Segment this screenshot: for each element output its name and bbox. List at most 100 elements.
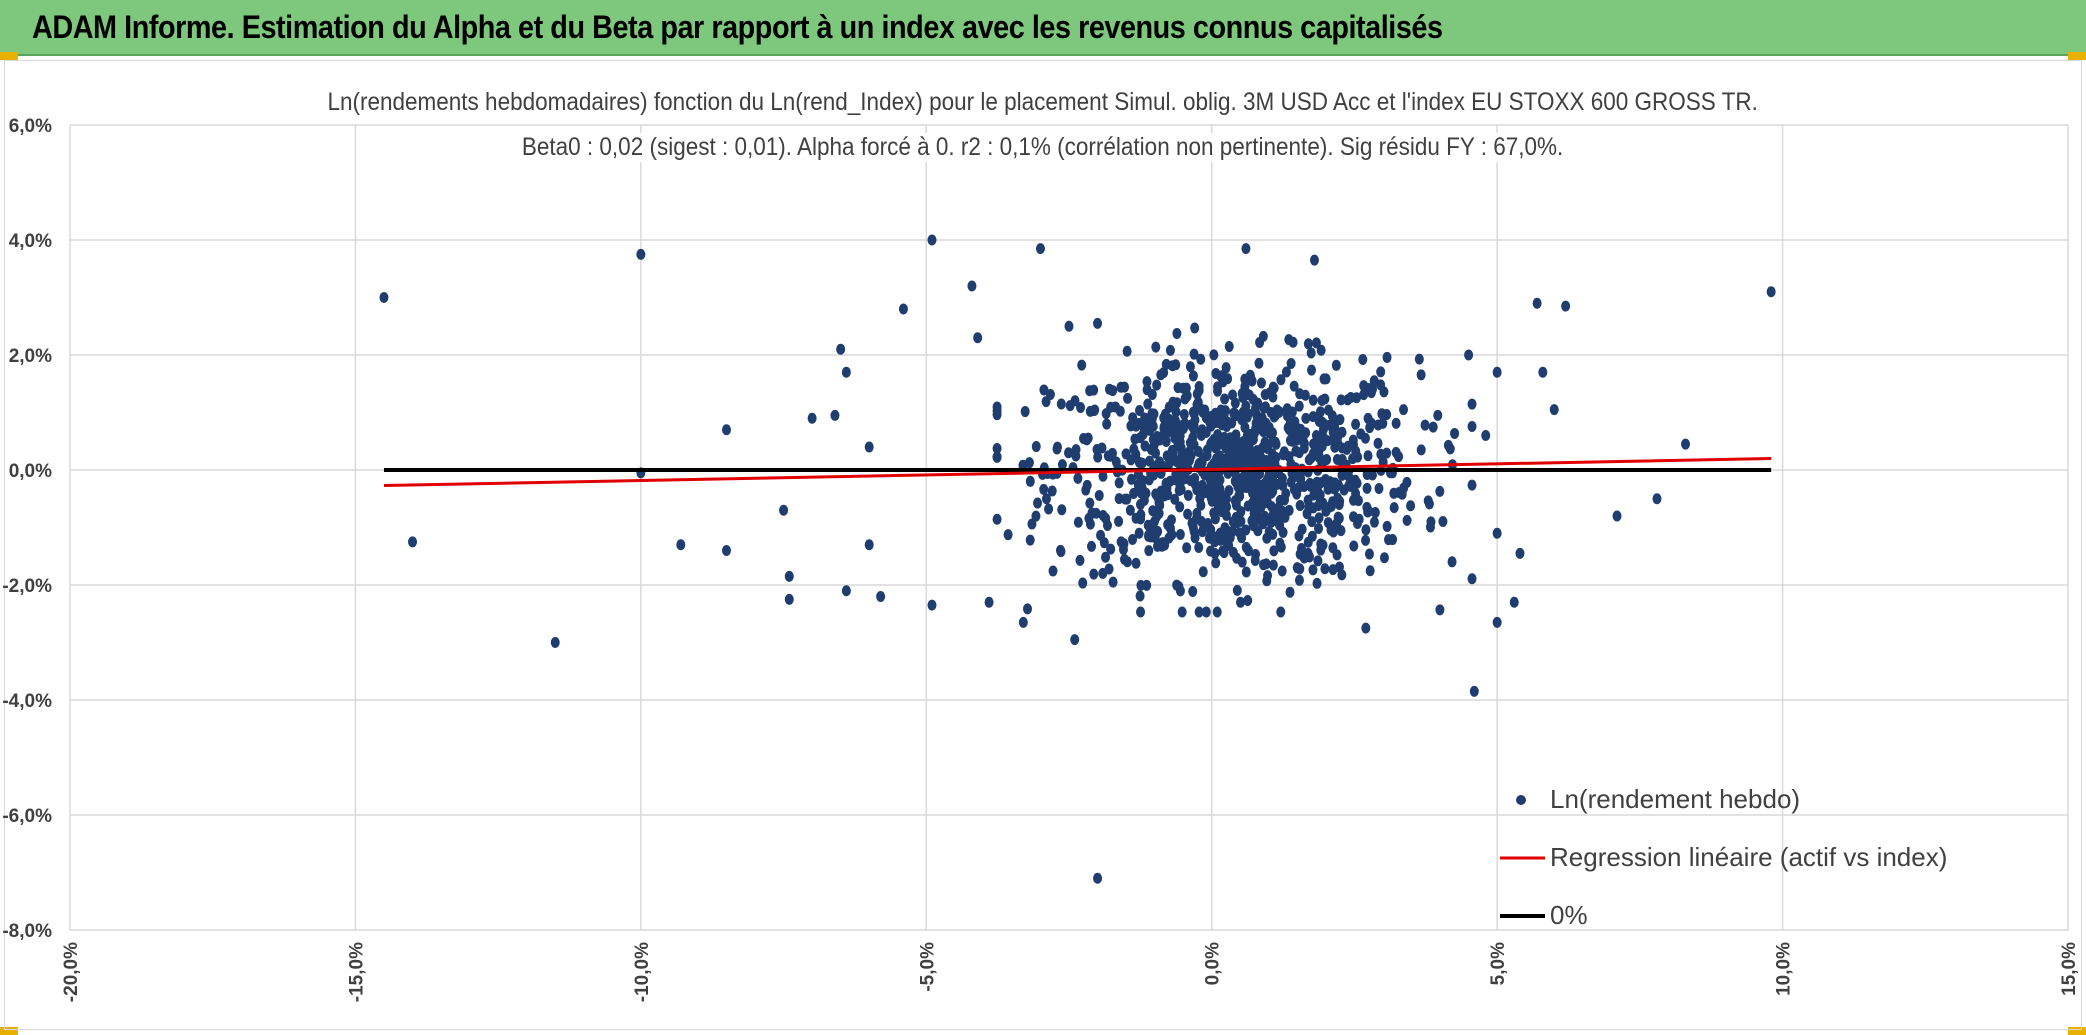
scatter-point xyxy=(1228,389,1238,401)
scatter-point xyxy=(1245,471,1255,483)
scatter-point xyxy=(1217,437,1227,449)
scatter-point xyxy=(779,504,789,516)
scatter-point xyxy=(1156,369,1166,381)
chart-title-line2-text: Beta0 : 0,02 (sigest : 0,01). Alpha forc… xyxy=(515,133,1571,162)
scatter-point xyxy=(1428,421,1438,433)
scatter-point xyxy=(1122,345,1132,357)
scatter-point xyxy=(1102,418,1112,430)
scatter-point xyxy=(1281,488,1291,500)
scatter-point xyxy=(1027,518,1037,530)
scatter-point xyxy=(1467,479,1477,491)
scatter-point xyxy=(1251,422,1261,434)
scatter-point xyxy=(1018,616,1028,628)
scatter-point xyxy=(1258,330,1268,342)
scatter-point xyxy=(1201,606,1211,618)
scatter-point xyxy=(1151,341,1161,353)
x-tick-label: -5,0% xyxy=(917,942,938,992)
scatter-point xyxy=(1315,489,1325,501)
scatter-point xyxy=(1219,410,1229,422)
scatter-point xyxy=(1464,349,1474,361)
scatter-point xyxy=(784,570,794,582)
scatter-point xyxy=(1414,353,1424,365)
scatter-point xyxy=(1166,514,1176,526)
scatter-point xyxy=(1369,375,1379,387)
chart-axes: -8,0% -6,0% -4,0% -2,0% 0,0% 2,0% 4,0% 6,0% -20,… xyxy=(2,116,2080,1002)
scatter-point xyxy=(1438,516,1448,528)
scatter-point xyxy=(1143,519,1153,531)
scatter-point xyxy=(1561,300,1571,312)
x-tick-label: -15,0% xyxy=(346,942,367,1002)
scatter-point xyxy=(721,424,731,436)
x-tick-label: 15,0% xyxy=(2059,942,2080,996)
scatter-point xyxy=(1098,567,1108,579)
scatter-point xyxy=(1376,366,1386,378)
scatter-point xyxy=(1183,489,1193,501)
scatter-point xyxy=(1467,398,1477,410)
scatter-point xyxy=(1167,529,1177,541)
scatter-point xyxy=(1076,401,1086,413)
scatter-point xyxy=(1309,254,1319,266)
scatter-point xyxy=(984,596,994,608)
chart-legend: Ln(rendement hebdo) Regression linéaire … xyxy=(1500,784,1947,930)
scatter-point xyxy=(1135,499,1145,511)
scatter-point xyxy=(1492,527,1502,539)
scatter-point xyxy=(1085,385,1095,397)
scatter-point xyxy=(1311,337,1321,349)
scatter-point xyxy=(1189,526,1199,538)
scatter-point xyxy=(1189,424,1199,436)
scatter-point xyxy=(1254,357,1264,369)
scatter-point xyxy=(1515,547,1525,559)
scatter-point xyxy=(1264,525,1274,537)
scatter-point xyxy=(1209,349,1219,361)
scatter-point xyxy=(1031,441,1041,453)
scatter-point xyxy=(1376,448,1386,460)
scatter-point xyxy=(1435,604,1445,616)
scatter-point xyxy=(1192,507,1202,519)
scatter-point xyxy=(1093,872,1103,884)
scatter-point xyxy=(1172,327,1182,339)
scatter-point xyxy=(1098,470,1108,482)
scatter-point xyxy=(1481,430,1491,441)
scatter-point xyxy=(1425,521,1435,533)
scatter-point xyxy=(1335,414,1345,426)
scatter-point xyxy=(1087,540,1097,552)
scatter-point xyxy=(1314,415,1324,427)
scatter-point xyxy=(1333,511,1343,523)
scatter-point xyxy=(1175,529,1185,541)
scatter-point xyxy=(1285,586,1295,598)
scatter-point xyxy=(1351,487,1361,499)
scatter-point xyxy=(1136,513,1146,525)
scatter-point xyxy=(379,292,389,303)
scatter-point xyxy=(927,234,937,246)
scatter-point xyxy=(1183,508,1193,520)
scatter-point xyxy=(1249,508,1259,520)
scatter-point xyxy=(1126,473,1136,485)
y-tick-label: 2,0% xyxy=(9,346,52,367)
scatter-point xyxy=(1084,512,1094,524)
scatter-point xyxy=(1114,515,1124,527)
scatter-point xyxy=(1295,388,1305,400)
scatter-point xyxy=(1272,479,1282,491)
scatter-point xyxy=(1416,444,1426,456)
scatter-point xyxy=(1129,443,1139,455)
x-tick-label: 0,0% xyxy=(1203,942,1224,985)
scatter-point xyxy=(1123,392,1133,404)
scatter-point xyxy=(973,332,983,344)
scatter-point xyxy=(1326,524,1336,536)
scatter-point xyxy=(1248,487,1258,499)
scatter-point xyxy=(1185,361,1195,373)
scatter-point xyxy=(1196,353,1206,365)
scatter-point xyxy=(1370,506,1380,518)
scatter-point xyxy=(1149,439,1159,451)
scatter-point xyxy=(1041,493,1051,505)
corner-marker xyxy=(2068,52,2086,60)
scatter-point xyxy=(1363,450,1373,462)
scatter-point xyxy=(1294,530,1304,542)
scatter-point xyxy=(1313,555,1323,567)
scatter-point xyxy=(1193,482,1203,494)
scatter-point xyxy=(1337,569,1347,581)
scatter-point xyxy=(992,405,1002,417)
scatter-point xyxy=(1190,472,1200,484)
scatter-point xyxy=(1361,524,1371,536)
scatter-point xyxy=(1111,456,1121,468)
